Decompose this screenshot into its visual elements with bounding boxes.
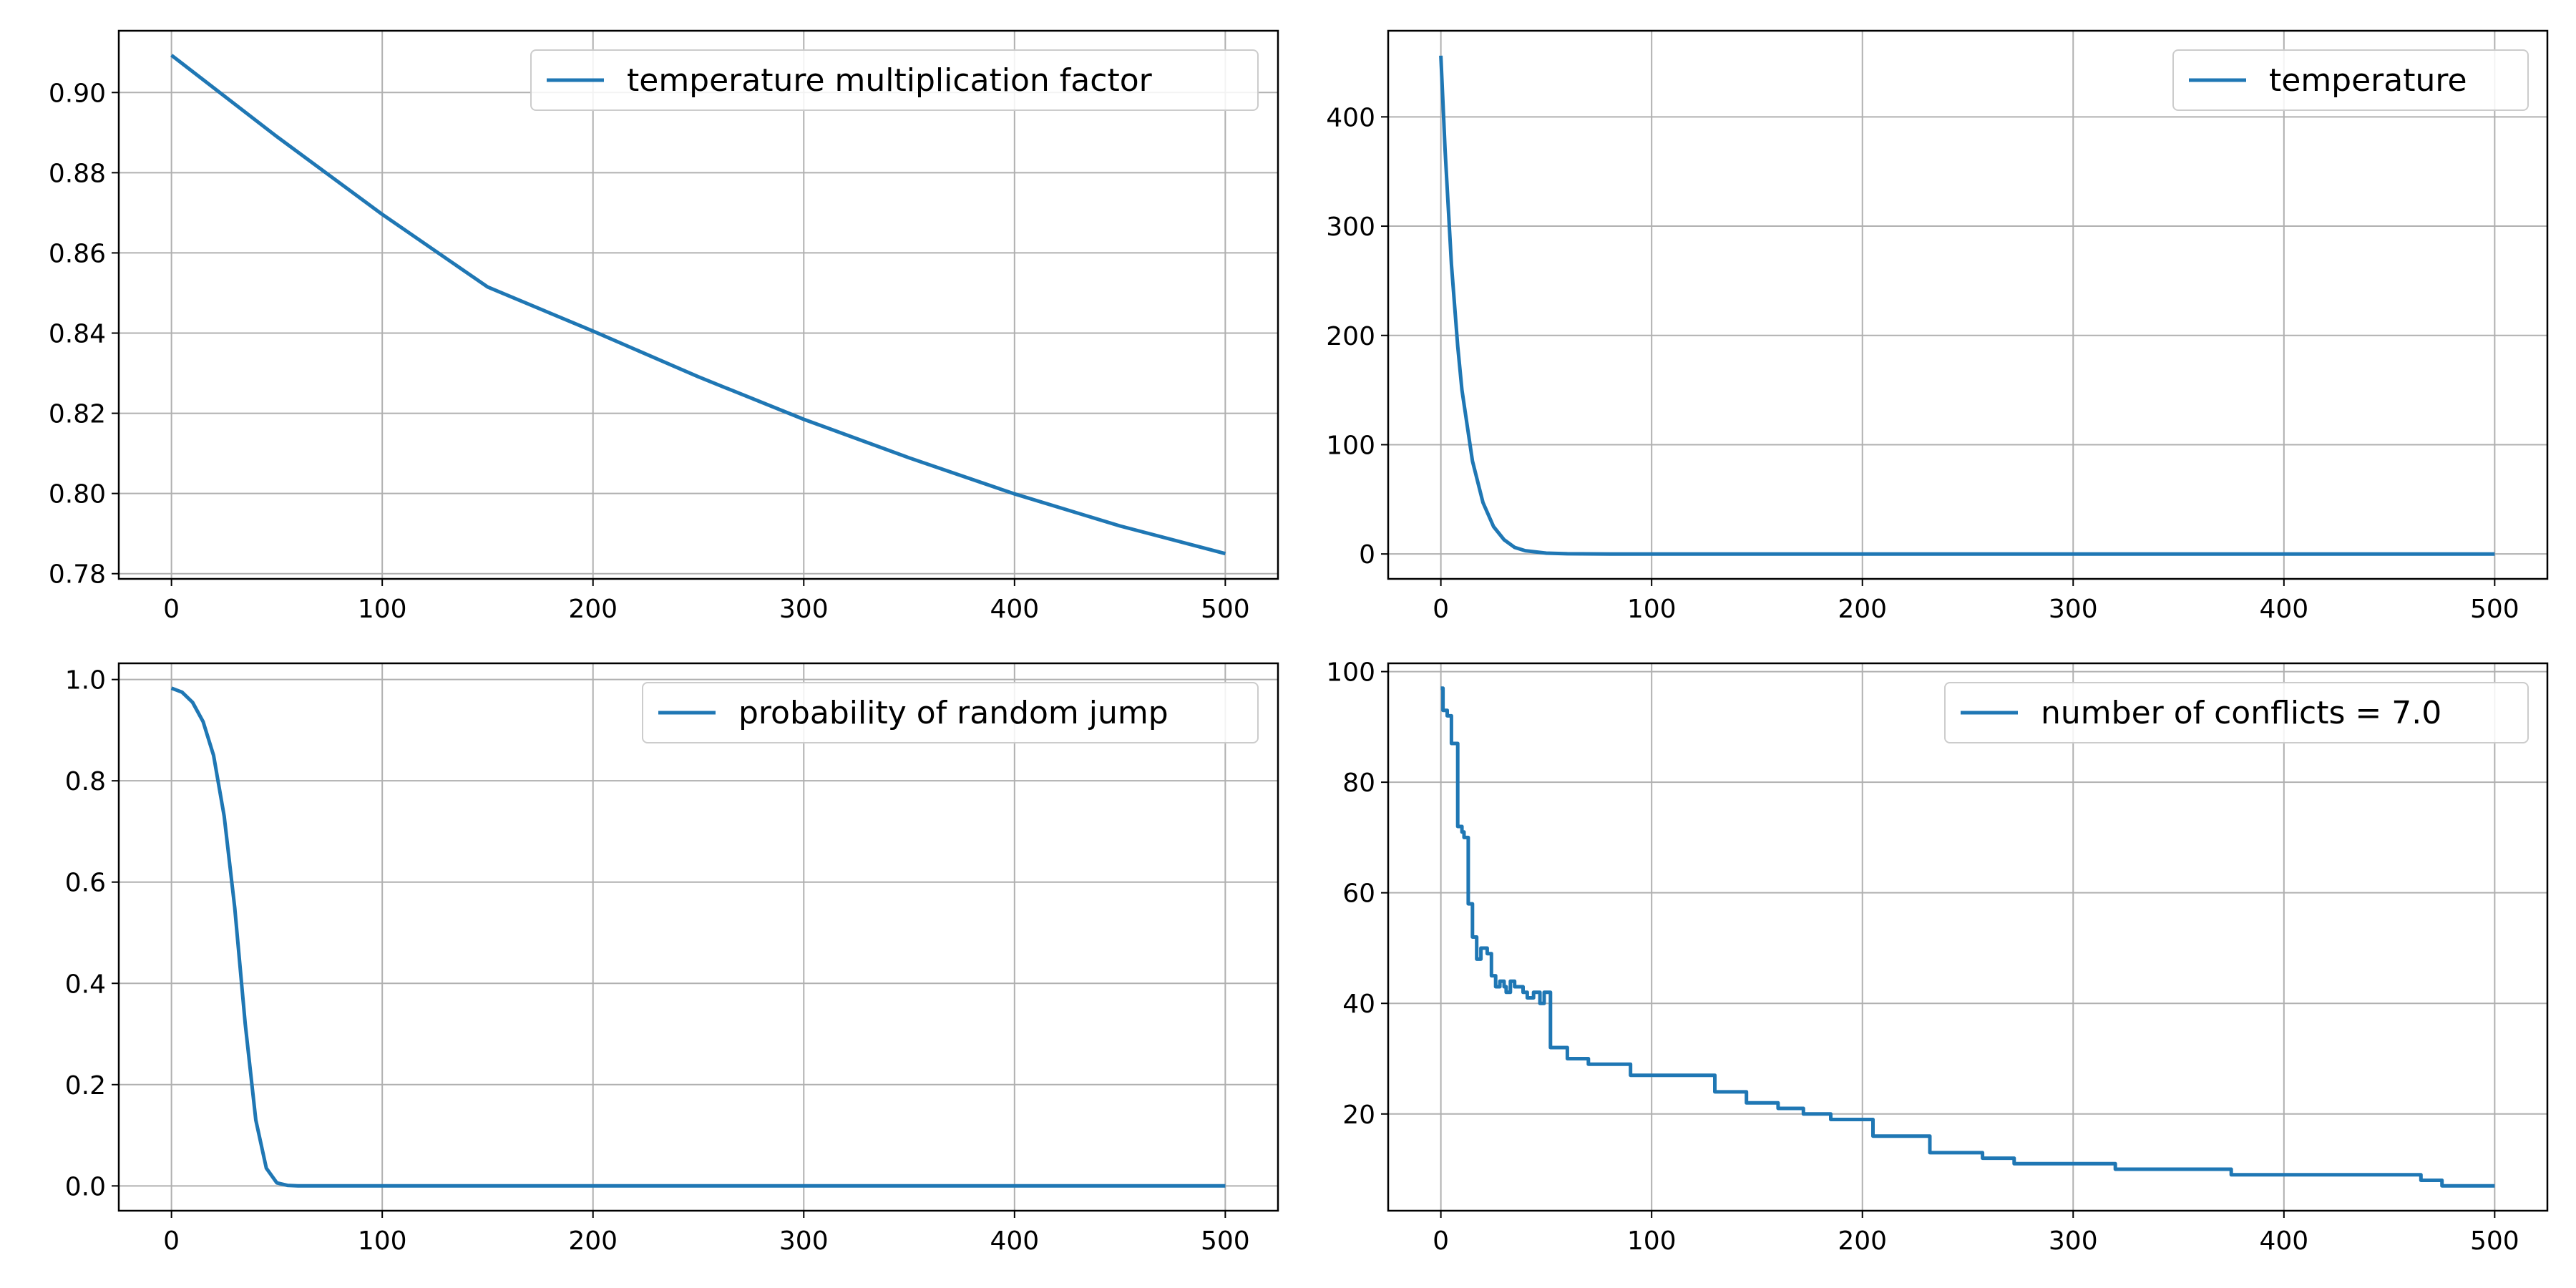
x-tick-label: 400 xyxy=(990,1226,1039,1256)
y-tick-label: 80 xyxy=(1342,769,1375,798)
axes-frame xyxy=(117,662,1279,1212)
data-line-series-1 xyxy=(1440,686,2495,1188)
x-tick-label: 200 xyxy=(1838,1226,1887,1256)
y-tick-label: 0 xyxy=(1359,540,1375,570)
y-tick-label: 300 xyxy=(1326,213,1375,242)
x-tick-label: 300 xyxy=(779,595,829,624)
legend-box xyxy=(642,682,1259,743)
data-line-series-1 xyxy=(170,686,1226,1188)
y-tick-label: 0.80 xyxy=(49,480,106,509)
x-tick-label: 100 xyxy=(358,1226,407,1256)
data-line-series-1 xyxy=(1439,55,2495,556)
legend: probability of random jump xyxy=(642,682,1259,743)
x-tick-label: 300 xyxy=(2049,595,2098,624)
y-tick-label: 0.84 xyxy=(49,320,106,349)
data-line-series-1 xyxy=(170,54,1226,556)
y-tick-label: 0.6 xyxy=(65,869,106,898)
legend-label: temperature multiplication factor xyxy=(627,62,1153,99)
x-tick-label: 500 xyxy=(1201,595,1250,624)
x-tick-label: 500 xyxy=(2470,595,2519,624)
x-tick-label: 100 xyxy=(1627,595,1677,624)
x-tick-label: 100 xyxy=(358,595,407,624)
y-tick-label: 0.2 xyxy=(65,1071,106,1101)
x-tick-label: 400 xyxy=(990,595,1039,624)
x-tick-label: 300 xyxy=(779,1226,829,1256)
y-tick-label: 20 xyxy=(1342,1101,1375,1130)
y-tick-label: 400 xyxy=(1326,103,1375,132)
legend-box xyxy=(530,49,1259,111)
axes-frame xyxy=(1387,662,2549,1212)
x-tick-label: 300 xyxy=(2049,1226,2098,1256)
y-tick-label: 0.88 xyxy=(49,159,106,188)
y-tick-label: 0.86 xyxy=(49,239,106,268)
y-tick-label: 0.90 xyxy=(49,79,106,108)
chart-panel-1: 0 100 200 300 400 500 0.78 0.80 0.82 0.84 0.86 0.88… xyxy=(49,29,1279,624)
legend: temperature xyxy=(2172,49,2529,111)
x-tick-label: 0 xyxy=(1433,595,1449,624)
x-tick-label: 100 xyxy=(1627,1226,1677,1256)
x-tick-label: 400 xyxy=(2259,595,2308,624)
axes-frame xyxy=(1387,29,2549,580)
x-tick-label: 500 xyxy=(1201,1226,1250,1256)
y-tick-label: 60 xyxy=(1342,879,1375,909)
y-tick-label: 100 xyxy=(1326,431,1375,460)
x-tick-label: 200 xyxy=(568,1226,618,1256)
y-tick-label: 40 xyxy=(1342,990,1375,1019)
x-tick-label: 0 xyxy=(163,595,180,624)
chart-panel-4: 0 100 200 300 400 500 20 40 60 80 100 number of con… xyxy=(1326,658,2549,1256)
y-tick-label: 0.8 xyxy=(65,767,106,796)
legend-label: probability of random jump xyxy=(738,695,1169,731)
chart-panel-3: 0 100 200 300 400 500 0.0 0.2 0.4 0.6 0.8 1.0 probab… xyxy=(65,662,1279,1256)
y-tick-label: 100 xyxy=(1326,658,1375,688)
y-tick-label: 1.0 xyxy=(65,666,106,696)
x-tick-label: 500 xyxy=(2470,1226,2519,1256)
x-tick-label: 200 xyxy=(1838,595,1887,624)
x-tick-label: 0 xyxy=(163,1226,180,1256)
y-tick-label: 0.82 xyxy=(49,400,106,429)
y-tick-label: 0.4 xyxy=(65,970,106,999)
legend-label: temperature xyxy=(2269,62,2467,99)
y-tick-label: 200 xyxy=(1326,322,1375,351)
chart-panel-2: 0 100 200 300 400 500 0 100 200 300 400 temperature xyxy=(1326,29,2549,624)
legend-box xyxy=(1944,682,2529,743)
x-tick-label: 200 xyxy=(568,595,618,624)
legend-box xyxy=(2172,49,2529,111)
legend-label: number of conflicts = 7.0 xyxy=(2041,695,2441,731)
x-tick-label: 0 xyxy=(1433,1226,1449,1256)
y-tick-label: 0.0 xyxy=(65,1172,106,1201)
y-tick-label: 0.78 xyxy=(49,560,106,590)
axes-frame xyxy=(117,29,1279,580)
legend: temperature multiplication factor xyxy=(530,49,1259,111)
x-tick-label: 400 xyxy=(2259,1226,2308,1256)
legend: number of conflicts = 7.0 xyxy=(1944,682,2529,743)
